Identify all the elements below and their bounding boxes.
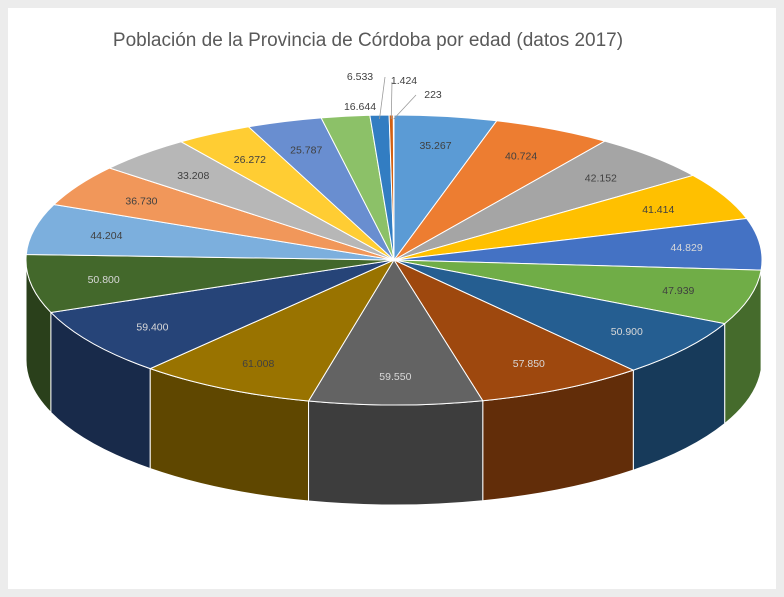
pie-slice-8	[307, 259, 484, 406]
leader-line-18	[379, 76, 386, 120]
slice-label-2: 42.152	[585, 172, 617, 184]
pie-slice-11	[25, 254, 395, 313]
slice-label-20: 223	[424, 89, 442, 101]
pie-chart: 35.267 40.724 42.152 41.414 44.829 47.939 50.9…	[25, 71, 763, 506]
pie-slice-4	[393, 217, 763, 271]
slice-label-6: 50.900	[611, 326, 643, 338]
slice-label-15: 26.272	[234, 154, 266, 166]
pie-side-8	[308, 400, 484, 506]
slice-label-14: 33.208	[177, 170, 209, 182]
slice-label-18: 6.533	[347, 71, 373, 83]
slice-label-4: 44.829	[671, 242, 703, 254]
leader-line-20	[393, 94, 417, 120]
slice-label-16: 25.787	[290, 144, 322, 156]
chart-title: Población de la Provincia de Córdoba por…	[112, 30, 624, 51]
slice-label-0: 35.267	[419, 140, 451, 152]
pie-tops	[25, 114, 763, 406]
slice-label-13: 36.730	[125, 195, 157, 207]
pie-slice-9	[148, 258, 396, 402]
slice-label-3: 41.414	[642, 204, 674, 216]
pie-slice-20	[392, 114, 395, 261]
slice-labels: 35.267 40.724 42.152 41.414 44.829 47.939 50.9…	[88, 71, 703, 383]
slice-label-7: 57.850	[513, 358, 545, 370]
pie-slice-10	[49, 259, 395, 370]
slice-label-19: 1.424	[391, 75, 417, 87]
pie-slice-7	[392, 258, 635, 402]
slice-label-17: 16.644	[344, 101, 376, 113]
pie-sides	[25, 259, 763, 506]
leader-lines	[379, 76, 417, 120]
slice-label-8: 59.550	[379, 371, 411, 383]
pie-slice-12	[25, 204, 395, 261]
pie-slice-6	[393, 259, 726, 371]
slice-label-11: 50.800	[88, 274, 120, 286]
pie-slice-5	[393, 259, 762, 325]
chart-frame: Población de la Provincia de Córdoba por…	[8, 8, 776, 589]
slice-label-5: 47.939	[662, 285, 694, 297]
leader-line-19	[390, 81, 393, 120]
slice-label-12: 44.204	[90, 230, 122, 242]
slice-label-1: 40.724	[505, 150, 537, 162]
slice-label-10: 59.400	[136, 321, 168, 333]
slice-label-9: 61.008	[242, 358, 274, 370]
